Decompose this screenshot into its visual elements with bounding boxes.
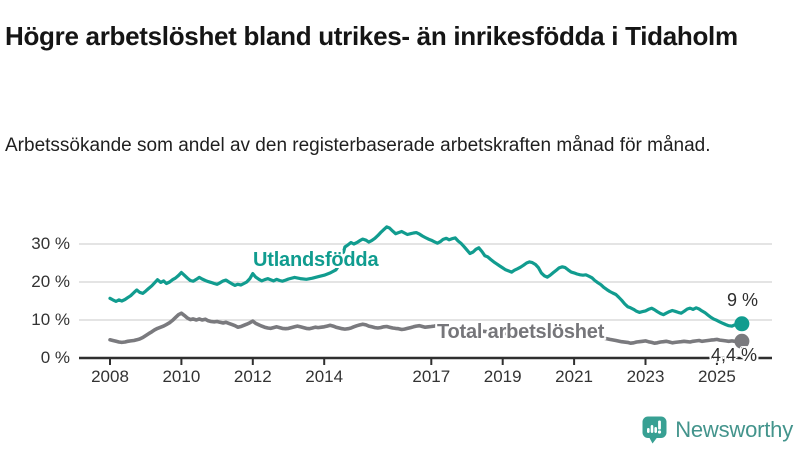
series-end-dot-total — [734, 333, 750, 349]
y-axis-tick-label: 30 % — [31, 234, 70, 253]
series-end-dot-utlandsfodda — [734, 316, 750, 332]
x-axis-tick-label: 2008 — [91, 367, 129, 386]
x-axis-tick-label: 2012 — [233, 367, 272, 386]
x-axis-tick-label: 2021 — [555, 367, 593, 386]
series-line-total — [108, 311, 744, 346]
newsworthy-logo: Newsworthy — [642, 416, 793, 444]
series-line-utlandsfodda — [108, 225, 744, 328]
y-axis-tick-label: 20 % — [31, 272, 70, 291]
x-axis-tick-label: 2010 — [162, 367, 201, 386]
y-axis-tick-label: 0 % — [40, 348, 70, 367]
page-title: Högre arbetslöshet bland utrikes- än inr… — [5, 21, 738, 52]
x-axis-tick-label: 2017 — [412, 367, 451, 386]
x-axis-tick-label: 2014 — [305, 367, 344, 386]
bar-chart-speech-bubble-icon — [642, 416, 667, 444]
x-axis-tick-label: 2025 — [697, 367, 736, 386]
page-subtitle: Arbetssökande som andel av den registerb… — [5, 135, 711, 156]
y-axis-tick-label: 10 % — [31, 310, 70, 329]
newsworthy-wordmark: Newsworthy — [675, 417, 793, 442]
x-axis-tick-label: 2023 — [626, 367, 665, 386]
x-axis-tick-label: 2019 — [483, 367, 522, 386]
series-label-utlandsfodda: Utlandsfödda — [253, 249, 379, 271]
series-label-total-arbetsloshet: Total arbetslöshet — [437, 321, 605, 343]
end-value-label-total: 4,4 % — [711, 345, 758, 365]
end-value-label-utlandsfodda: 9 % — [727, 290, 759, 310]
